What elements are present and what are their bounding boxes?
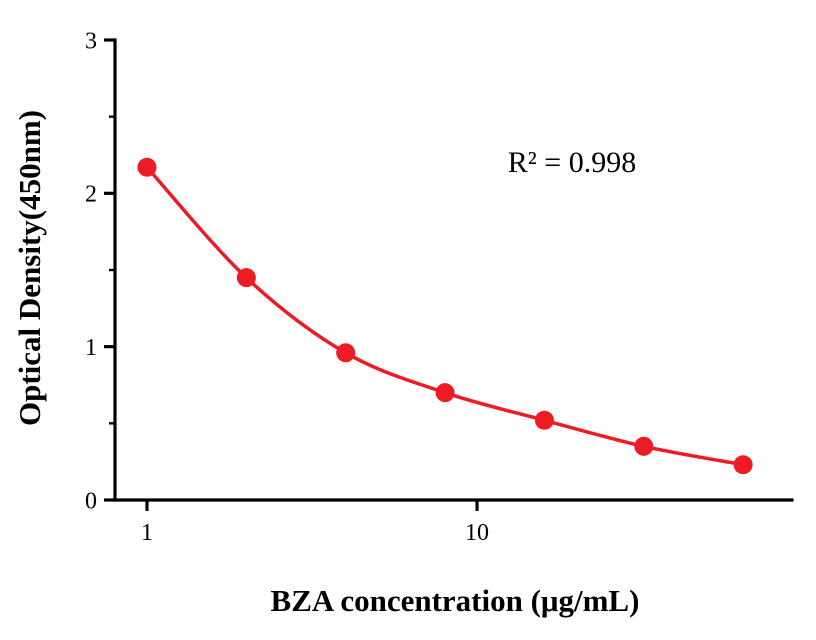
data-point [336, 343, 356, 363]
x-axis-title: BZA concentration (μg/mL) [270, 583, 640, 618]
data-point [236, 268, 256, 288]
x-axis-ticks: 1 10 [141, 500, 489, 546]
axes [113, 38, 794, 502]
y-tick-label: 0 [85, 488, 97, 514]
y-tick-label: 2 [85, 182, 97, 208]
fit-curve [145, 166, 744, 467]
x-tick-label: 1 [141, 520, 153, 546]
y-tick-label: 1 [85, 335, 97, 361]
y-axis-title: Optical Density(450nm) [12, 109, 47, 427]
data-point [137, 157, 157, 177]
data-point [435, 383, 455, 403]
y-axis-ticks: 0 1 2 3 [85, 28, 115, 514]
data-points [137, 157, 753, 475]
x-tick-label: 10 [465, 520, 489, 546]
r-squared-annotation: R² = 0.998 [507, 146, 637, 179]
data-point [634, 436, 654, 456]
y-tick-label: 3 [85, 28, 97, 54]
data-point [733, 455, 753, 475]
data-point [534, 410, 554, 430]
